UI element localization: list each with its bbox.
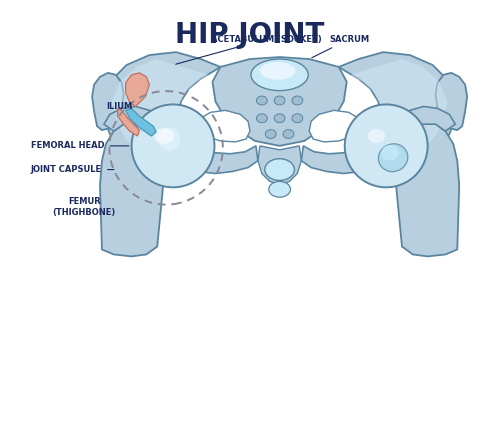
Polygon shape [102, 52, 220, 166]
Ellipse shape [265, 159, 294, 181]
Ellipse shape [260, 62, 296, 80]
Polygon shape [309, 110, 364, 142]
Ellipse shape [154, 128, 174, 144]
Text: HIP JOINT: HIP JOINT [176, 20, 324, 48]
Ellipse shape [382, 145, 399, 161]
Text: SACRUM: SACRUM [312, 35, 369, 58]
Polygon shape [339, 52, 458, 166]
Ellipse shape [368, 129, 385, 143]
Ellipse shape [256, 96, 268, 105]
Ellipse shape [274, 114, 285, 123]
Polygon shape [100, 124, 163, 256]
Ellipse shape [154, 123, 192, 164]
Ellipse shape [266, 130, 276, 139]
Ellipse shape [292, 114, 303, 123]
Circle shape [132, 105, 214, 187]
Polygon shape [396, 124, 459, 256]
Ellipse shape [292, 96, 303, 105]
Polygon shape [212, 57, 346, 146]
Polygon shape [104, 106, 173, 185]
Ellipse shape [269, 181, 290, 197]
Polygon shape [258, 146, 302, 184]
Polygon shape [92, 73, 124, 130]
Polygon shape [350, 59, 448, 159]
Ellipse shape [274, 96, 285, 105]
Ellipse shape [158, 127, 180, 151]
Polygon shape [196, 110, 250, 142]
Ellipse shape [256, 114, 268, 123]
Polygon shape [386, 106, 456, 185]
Polygon shape [112, 59, 208, 159]
Text: JOINT CAPSULE: JOINT CAPSULE [31, 165, 114, 174]
Text: ILIUM: ILIUM [106, 102, 133, 111]
Circle shape [344, 105, 428, 187]
Polygon shape [126, 73, 150, 106]
Polygon shape [171, 131, 258, 173]
Text: FEMORAL HEAD: FEMORAL HEAD [31, 142, 129, 150]
Ellipse shape [364, 119, 402, 161]
Text: FEMUR
(THIGHBONE): FEMUR (THIGHBONE) [52, 197, 116, 217]
Polygon shape [302, 131, 388, 173]
Text: ACETABULUM (SOCKET): ACETABULUM (SOCKET) [176, 35, 322, 64]
Ellipse shape [142, 112, 204, 179]
Polygon shape [118, 108, 140, 136]
Ellipse shape [283, 130, 294, 139]
Ellipse shape [251, 59, 308, 91]
Ellipse shape [378, 144, 408, 172]
Polygon shape [436, 73, 467, 130]
Ellipse shape [356, 112, 417, 179]
Polygon shape [126, 108, 156, 136]
